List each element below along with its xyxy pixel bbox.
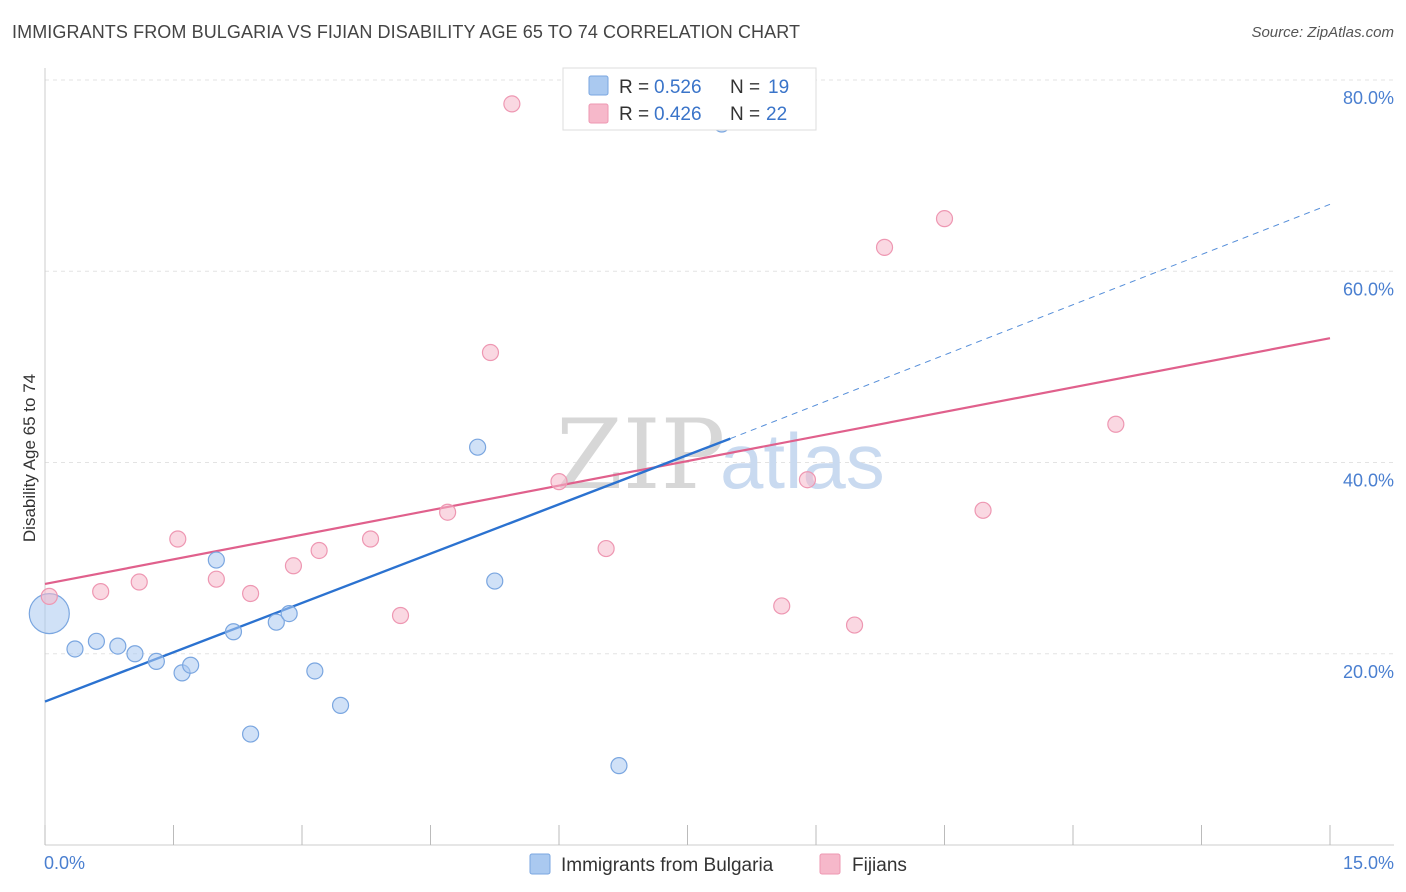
x-tick-labels: 0.0% 15.0% xyxy=(44,853,1394,873)
data-point-bulgaria xyxy=(267,613,285,631)
trend-line-fijians xyxy=(44,337,1331,586)
data-point-fijians xyxy=(40,587,58,605)
data-point-bulgaria xyxy=(87,632,106,650)
data-point-fijians xyxy=(503,95,521,113)
data-point-fijians xyxy=(391,606,410,625)
series-legend-swatch-blue xyxy=(529,853,551,875)
series-legend-label-blue: Immigrants from Bulgaria xyxy=(561,855,774,876)
data-point-fijians xyxy=(439,503,457,521)
legend-r-value-pink: 0.426 xyxy=(654,104,702,125)
chart-title: IMMIGRANTS FROM BULGARIA VS FIJIAN DISAB… xyxy=(12,22,801,42)
source-label: Source: ZipAtlas.com xyxy=(1251,24,1394,41)
data-point-fijians xyxy=(130,573,148,591)
data-point-fijians xyxy=(242,584,260,603)
series-legend-label-pink: Fijians xyxy=(852,855,907,876)
legend-n-label-blue: N = xyxy=(730,77,760,98)
data-point-bulgaria xyxy=(306,662,324,680)
data-point-fijians xyxy=(845,616,864,634)
grid-lines xyxy=(45,79,1394,655)
legend-n-label-pink: N = xyxy=(730,104,760,125)
data-point-bulgaria xyxy=(486,572,504,590)
data-point-fijians xyxy=(1107,415,1125,433)
watermark: ZIP atlas xyxy=(556,399,885,511)
data-point-fijians xyxy=(207,570,225,588)
data-point-fijians xyxy=(169,530,187,548)
data-point-bulgaria xyxy=(280,604,298,623)
data-point-bulgaria xyxy=(182,656,200,674)
data-point-fijians xyxy=(481,343,500,362)
legend-r-value-blue: 0.526 xyxy=(654,77,702,98)
y-tick-labels: 20.0% 40.0% 60.0% 80.0% xyxy=(1343,88,1394,682)
legend-r-label-blue: R = xyxy=(619,77,649,98)
legend-swatch-blue xyxy=(588,75,609,96)
y-tick-label: 60.0% xyxy=(1343,279,1394,299)
y-tick-label: 80.0% xyxy=(1343,88,1394,108)
stats-legend: R = 0.526 N = 19 R = 0.426 N = 22 xyxy=(562,67,817,131)
data-point-fijians xyxy=(550,473,568,491)
data-point-fijians xyxy=(798,471,817,489)
data-point-bulgaria xyxy=(224,623,243,641)
data-point-bulgaria xyxy=(469,438,487,456)
series-legend: Immigrants from Bulgaria Fijians xyxy=(529,853,907,876)
legend-n-value-blue: 19 xyxy=(768,77,789,98)
x-tick-max: 15.0% xyxy=(1343,853,1394,873)
data-point-bulgaria xyxy=(126,645,144,663)
axes xyxy=(44,68,1394,846)
y-tick-label: 40.0% xyxy=(1343,471,1394,491)
legend-swatch-pink xyxy=(588,103,609,124)
data-point-fijians xyxy=(597,539,615,558)
data-point-fijians xyxy=(974,501,992,519)
data-point-fijians xyxy=(935,210,954,228)
data-point-bulgaria xyxy=(207,551,225,569)
data-point-bulgaria xyxy=(610,757,628,775)
data-point-bulgaria xyxy=(242,725,260,743)
data-point-fijians xyxy=(92,582,110,601)
watermark-zip: ZIP xyxy=(556,399,725,511)
trend-line-bulgaria-extension xyxy=(730,203,1331,440)
data-point-fijians xyxy=(361,530,380,548)
x-tick-min: 0.0% xyxy=(44,853,85,873)
data-point-bulgaria xyxy=(147,652,165,671)
watermark-atlas: atlas xyxy=(720,417,885,505)
series-legend-swatch-pink xyxy=(819,853,841,875)
data-point-fijians xyxy=(875,238,894,256)
data-point-bulgaria xyxy=(331,696,350,714)
data-point-fijians xyxy=(773,597,791,615)
legend-r-label-pink: R = xyxy=(619,104,649,125)
data-point-bulgaria xyxy=(109,637,127,655)
legend-n-value-pink: 22 xyxy=(766,104,787,125)
y-tick-label: 20.0% xyxy=(1343,662,1394,682)
data-point-fijians xyxy=(284,557,303,575)
data-point-fijians xyxy=(310,541,328,560)
data-points xyxy=(28,95,1125,775)
data-point-bulgaria xyxy=(66,640,84,658)
